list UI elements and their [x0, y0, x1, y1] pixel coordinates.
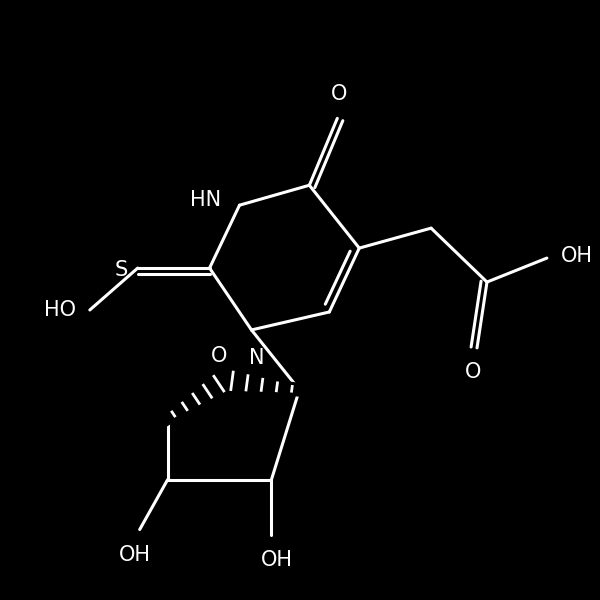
Text: O: O	[331, 85, 347, 104]
Text: N: N	[249, 348, 264, 368]
Text: OH: OH	[119, 545, 151, 565]
Text: HO: HO	[44, 300, 76, 320]
Text: O: O	[211, 346, 228, 366]
Text: O: O	[465, 362, 481, 382]
Text: OH: OH	[260, 550, 292, 571]
Text: HN: HN	[190, 190, 221, 210]
Text: S: S	[115, 260, 128, 280]
Text: OH: OH	[561, 246, 593, 266]
